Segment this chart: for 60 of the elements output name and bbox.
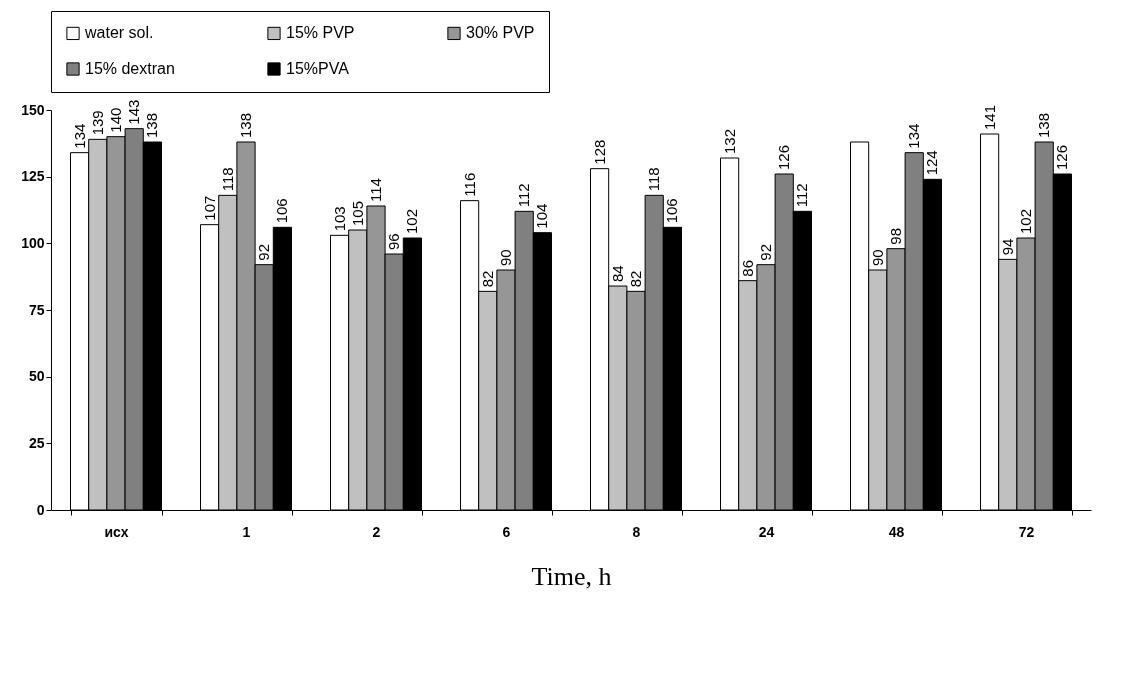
data-label: 140 bbox=[107, 107, 124, 133]
data-label: 138 bbox=[237, 112, 254, 138]
x-tick-label: 1 bbox=[242, 523, 251, 540]
data-label: 106 bbox=[273, 198, 291, 224]
data-label: 105 bbox=[348, 200, 366, 226]
data-label: 98 bbox=[887, 227, 904, 245]
data-label: 86 bbox=[738, 259, 756, 277]
x-tick-label: 8 bbox=[632, 523, 641, 540]
data-label: 90 bbox=[497, 249, 514, 266]
data-label: 141 bbox=[980, 104, 998, 130]
data-label: 138 bbox=[143, 112, 161, 138]
legend-label: 15% dextran bbox=[85, 60, 175, 77]
data-label: 94 bbox=[998, 238, 1016, 256]
x-tick-label: 2 bbox=[372, 523, 381, 540]
data-label: 132 bbox=[720, 128, 738, 154]
data-label: 138 bbox=[1035, 112, 1053, 138]
y-tick-label: 75 bbox=[28, 301, 45, 318]
data-label: 126 bbox=[775, 144, 793, 170]
data-label: 102 bbox=[403, 208, 421, 234]
data-label: 104 bbox=[533, 203, 551, 229]
x-tick-label: исх bbox=[104, 523, 129, 540]
data-label: 134 bbox=[905, 123, 923, 149]
data-label: 107 bbox=[200, 195, 218, 221]
y-tick-label: 100 bbox=[21, 234, 45, 251]
x-tick-label: 24 bbox=[758, 523, 775, 540]
y-tick-label: 125 bbox=[21, 168, 45, 185]
legend-label: 30% PVP bbox=[466, 24, 535, 42]
y-tick-label: 50 bbox=[28, 368, 45, 385]
data-label: 96 bbox=[385, 233, 403, 250]
data-label: 90 bbox=[868, 249, 886, 266]
data-label: 114 bbox=[367, 178, 384, 202]
data-label: 103 bbox=[330, 206, 348, 232]
data-label: 134 bbox=[70, 123, 88, 149]
data-label: 106 bbox=[663, 198, 681, 224]
x-tick-label: 6 bbox=[502, 523, 511, 540]
data-label: 102 bbox=[1017, 208, 1034, 234]
data-label: 124 bbox=[923, 150, 941, 176]
data-label: 118 bbox=[218, 167, 236, 192]
data-label: 92 bbox=[255, 243, 273, 261]
data-label: 128 bbox=[590, 139, 608, 165]
y-tick-label: 25 bbox=[28, 434, 45, 451]
data-label: 82 bbox=[478, 270, 496, 288]
data-label: 84 bbox=[608, 265, 626, 282]
data-label: 92 bbox=[757, 243, 774, 261]
data-label: 126 bbox=[1053, 144, 1071, 170]
data-label: 82 bbox=[627, 270, 644, 288]
x-tick-label: 72 bbox=[1018, 523, 1035, 540]
data-label: 112 bbox=[793, 183, 811, 208]
legend-label: 15% PVP bbox=[286, 24, 355, 42]
data-label: 118 bbox=[645, 167, 663, 192]
data-label: 112 bbox=[515, 183, 533, 208]
legend-label: water sol. bbox=[84, 24, 154, 42]
x-tick-label: 48 bbox=[888, 523, 905, 540]
y-tick-label: 0 bbox=[36, 501, 45, 518]
data-label: 143 bbox=[125, 99, 143, 125]
data-label: 139 bbox=[88, 110, 106, 136]
data-label: 116 bbox=[460, 172, 478, 197]
x-axis-title: Time, h bbox=[531, 561, 612, 591]
legend-label: 15%PVA bbox=[286, 60, 350, 77]
y-tick-label: 150 bbox=[21, 101, 45, 118]
